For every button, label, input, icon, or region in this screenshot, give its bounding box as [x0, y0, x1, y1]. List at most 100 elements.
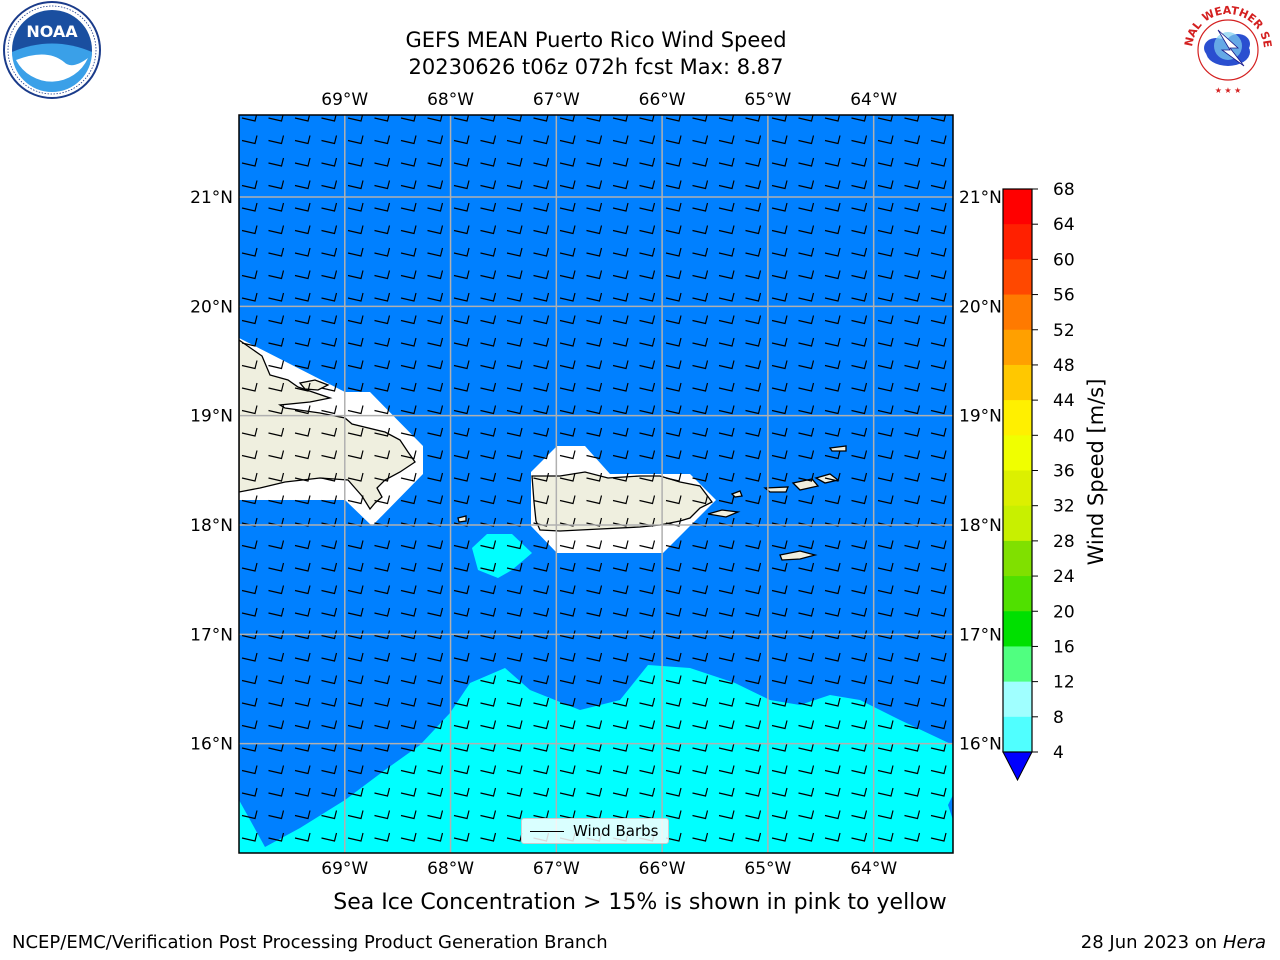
- wind-barb: [745, 225, 762, 235]
- wind-barb: [665, 157, 682, 167]
- wind-barb: [453, 495, 470, 505]
- wind-barb: [400, 697, 417, 707]
- wind-barb: [639, 382, 656, 392]
- wind-barb: [719, 856, 734, 864]
- wind-barb: [453, 652, 470, 662]
- wind-barb: [745, 180, 762, 190]
- wind-barb: [639, 225, 656, 235]
- wind-barb: [930, 495, 947, 505]
- wind-barb: [400, 562, 417, 572]
- wind-barb: [400, 427, 417, 437]
- wind-barb: [639, 652, 656, 662]
- wind-barb: [453, 292, 470, 302]
- wind-barb: [930, 652, 947, 662]
- wind-barb: [930, 337, 947, 347]
- legend-label: Wind Barbs: [573, 822, 659, 840]
- wind-barb: [268, 315, 285, 325]
- wind-barb: [958, 473, 973, 481]
- wind-barb: [506, 742, 523, 752]
- wind-barb: [745, 810, 762, 820]
- wind-barb: [639, 585, 656, 595]
- wind-barb: [559, 202, 576, 212]
- wind-barb: [400, 630, 417, 640]
- wind-barb: [798, 652, 815, 662]
- wind-barb: [904, 832, 921, 842]
- wind-barb: [930, 360, 947, 370]
- wind-barb: [427, 157, 444, 167]
- wind-barb: [559, 292, 576, 302]
- wind-barb: [241, 540, 258, 550]
- wind-barb: [718, 562, 735, 572]
- wind-barb: [851, 675, 868, 685]
- wind-barb: [665, 360, 682, 370]
- wind-barb: [506, 810, 523, 820]
- wind-barb: [612, 202, 629, 212]
- wind-barb: [665, 405, 682, 415]
- wind-barb: [692, 607, 709, 617]
- wind-barb: [533, 652, 550, 662]
- wind-barb: [824, 472, 841, 482]
- wind-barb: [771, 382, 788, 392]
- wind-barb: [639, 720, 656, 730]
- wind-barb: [877, 450, 894, 460]
- wind-barb: [400, 540, 417, 550]
- wind-barb: [294, 697, 311, 707]
- wind-barb: [347, 652, 364, 662]
- wind-barb: [347, 450, 364, 460]
- wind-barb: [851, 427, 868, 437]
- wind-barb: [400, 495, 417, 505]
- wind-barb: [294, 630, 311, 640]
- wind-barb: [427, 652, 444, 662]
- wind-barb: [506, 360, 523, 370]
- wind-barb: [877, 787, 894, 797]
- wind-barb: [321, 270, 338, 280]
- wind-barb: [745, 720, 762, 730]
- wind-barb: [771, 765, 788, 775]
- wind-barb: [480, 247, 497, 257]
- wind-barb: [612, 607, 629, 617]
- wind-barb: [294, 382, 311, 392]
- wind-barb: [506, 270, 523, 280]
- colorbar-tick-label: 20: [1053, 602, 1075, 622]
- wind-barb: [374, 540, 391, 550]
- wind-barb: [692, 337, 709, 347]
- wind-barb: [612, 517, 629, 527]
- wind-barb: [745, 247, 762, 257]
- wind-barb: [958, 653, 973, 661]
- wind-barb: [586, 405, 603, 415]
- wind-barb: [321, 832, 338, 842]
- lat-tick-label: 20°N: [190, 297, 233, 317]
- wind-barb: [321, 135, 338, 145]
- colorbar-tick-label: 48: [1053, 356, 1075, 376]
- wind-barb: [294, 517, 311, 527]
- wind-barb: [480, 832, 497, 842]
- wind-barb: [851, 495, 868, 505]
- wind-barb: [347, 787, 364, 797]
- wind-barb: [665, 697, 682, 707]
- wind-barb: [347, 495, 364, 505]
- wind-barb: [930, 180, 947, 190]
- wind-barb: [374, 810, 391, 820]
- wind-barb: [453, 337, 470, 347]
- wind-barb: [268, 495, 285, 505]
- wind-barb: [506, 652, 523, 662]
- wind-barb: [400, 810, 417, 820]
- wind-barb: [480, 675, 497, 685]
- wind-barb: [559, 382, 576, 392]
- wind-barb: [374, 720, 391, 730]
- wind-barb: [506, 180, 523, 190]
- wind-barb: [268, 247, 285, 257]
- wind-barb: [453, 315, 470, 325]
- wind-barb: [453, 360, 470, 370]
- wind-barb: [930, 292, 947, 302]
- wind-barb: [374, 405, 391, 415]
- wind-barb: [877, 427, 894, 437]
- wind-barb: [958, 721, 973, 729]
- wind-barb: [427, 585, 444, 595]
- wind-barb: [745, 337, 762, 347]
- wind-barb: [612, 360, 629, 370]
- wind-barb: [480, 270, 497, 280]
- wind-barb: [506, 765, 523, 775]
- wind-barb: [507, 856, 522, 864]
- wind-barb: [294, 810, 311, 820]
